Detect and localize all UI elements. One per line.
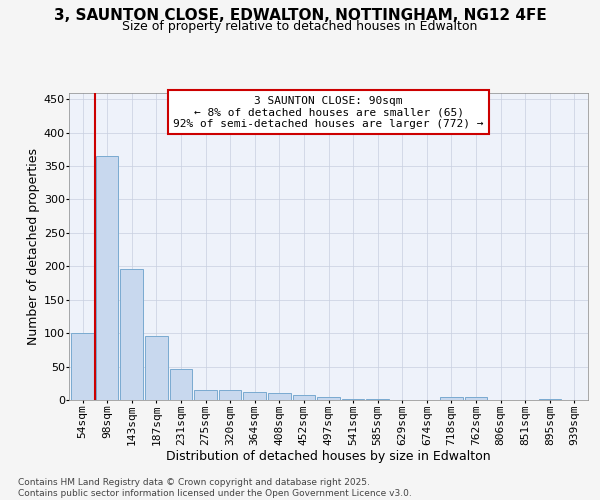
X-axis label: Distribution of detached houses by size in Edwalton: Distribution of detached houses by size …	[166, 450, 491, 463]
Y-axis label: Number of detached properties: Number of detached properties	[26, 148, 40, 345]
Bar	[440, 398, 463, 400]
Bar	[293, 396, 315, 400]
Bar	[317, 396, 340, 400]
Bar	[244, 392, 266, 400]
Text: Size of property relative to detached houses in Edwalton: Size of property relative to detached ho…	[122, 20, 478, 33]
Text: Contains HM Land Registry data © Crown copyright and database right 2025.
Contai: Contains HM Land Registry data © Crown c…	[18, 478, 412, 498]
Bar	[121, 269, 143, 400]
Bar	[194, 390, 217, 400]
Bar	[145, 336, 167, 400]
Bar	[465, 398, 487, 400]
Bar	[96, 156, 118, 400]
Text: 3, SAUNTON CLOSE, EDWALTON, NOTTINGHAM, NG12 4FE: 3, SAUNTON CLOSE, EDWALTON, NOTTINGHAM, …	[53, 8, 547, 22]
Bar	[71, 333, 94, 400]
Bar	[170, 368, 192, 400]
Bar	[219, 390, 241, 400]
Bar	[268, 394, 290, 400]
Text: 3 SAUNTON CLOSE: 90sqm
← 8% of detached houses are smaller (65)
92% of semi-deta: 3 SAUNTON CLOSE: 90sqm ← 8% of detached …	[173, 96, 484, 129]
